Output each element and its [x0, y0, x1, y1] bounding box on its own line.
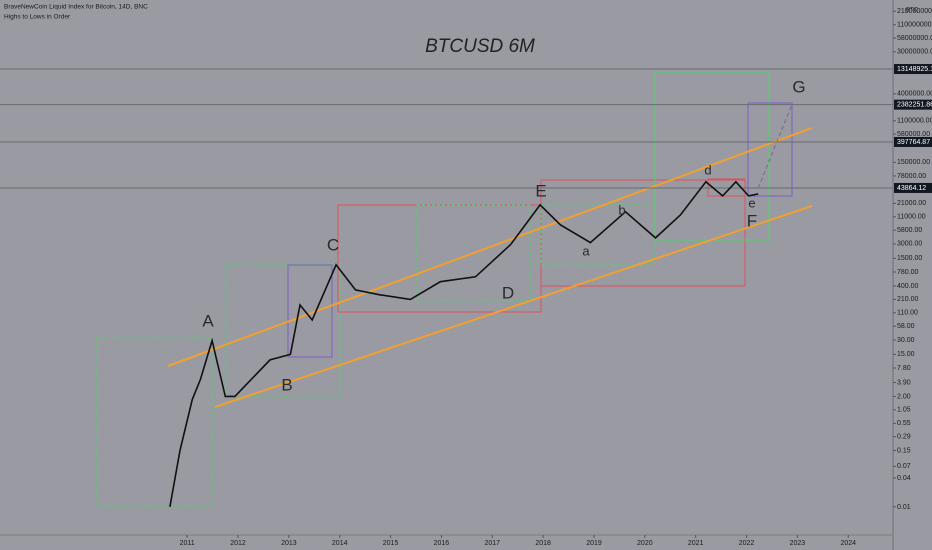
- y-tick-label: 110.00: [897, 310, 918, 317]
- y-tick-label: 0.15: [897, 447, 911, 454]
- wave-label: C: [327, 235, 339, 254]
- price-label: 397764.87: [897, 139, 930, 146]
- y-tick-label: 21000.00: [897, 200, 926, 207]
- x-tick-label: 2014: [332, 540, 348, 547]
- y-tick-label: 1100000.00: [897, 118, 932, 125]
- y-tick-label: 30000000.00: [897, 49, 932, 56]
- forecast-line: [757, 103, 793, 189]
- box: [416, 204, 531, 301]
- y-tick-label: 2.00: [897, 393, 911, 400]
- price-label: 43864.12: [897, 185, 926, 192]
- trend-line: [167, 127, 813, 367]
- y-tick-label: 30.00: [897, 337, 915, 344]
- y-tick-label: 4000000.00: [897, 91, 932, 98]
- x-tick-label: 2021: [688, 540, 704, 547]
- x-tick-label: 2015: [383, 540, 399, 547]
- y-tick-label: 3.90: [897, 379, 911, 386]
- wave-label: a: [582, 243, 590, 258]
- wave-label: B: [281, 375, 292, 394]
- y-tick-label: 58000000.00: [897, 35, 932, 42]
- y-tick-label: 1500.00: [897, 255, 922, 262]
- x-tick-label: 2016: [434, 540, 450, 547]
- y-tick-label: 210.00: [897, 296, 919, 303]
- x-tick-label: 2018: [535, 540, 551, 547]
- price-label-box: [894, 64, 932, 75]
- y-tick-label: 7.80: [897, 365, 911, 372]
- y-tick-label: 110000000.00: [897, 22, 932, 29]
- y-tick-label: 78000.00: [897, 173, 926, 180]
- y-tick-label: 400.00: [897, 283, 919, 290]
- y-tick-label: 1.05: [897, 407, 911, 414]
- y-tick-label: 15.00: [897, 351, 915, 358]
- y-tick-label: 0.04: [897, 475, 911, 482]
- box: [287, 264, 333, 358]
- subtitle: Highs to Lows in Order: [4, 14, 71, 21]
- source-label: BraveNewCoin Liquid Index for Bitcoin, 1…: [4, 4, 148, 11]
- price-label: 13148925.11: [897, 66, 932, 73]
- x-tick-label: 2022: [739, 540, 755, 547]
- y-tick-label: 11000.00: [897, 214, 926, 221]
- x-tick-label: 2012: [230, 540, 246, 547]
- y-tick-label: 0.55: [897, 420, 911, 427]
- y-tick-label: 0.29: [897, 434, 911, 441]
- price-label-box: [894, 136, 932, 147]
- currency-label: BTC: [906, 8, 919, 14]
- wave-label: A: [202, 311, 214, 330]
- trend-line: [214, 205, 813, 408]
- wave-label: b: [618, 202, 625, 217]
- y-tick-label: 210000000.00: [897, 8, 932, 15]
- price-line-series: [169, 180, 759, 508]
- x-tick-label: 2019: [586, 540, 602, 547]
- wave-label: F: [747, 211, 757, 230]
- wave-label: d: [704, 162, 711, 177]
- x-tick-label: 2023: [790, 540, 806, 547]
- y-tick-label: 0.07: [897, 463, 911, 470]
- y-tick-label: 580000.00: [897, 131, 930, 138]
- box: [747, 102, 793, 197]
- price-label: 2382251.86: [897, 101, 932, 108]
- x-tick-label: 2011: [180, 540, 195, 547]
- y-tick-label: 58.00: [897, 323, 915, 330]
- wave-label: E: [535, 181, 546, 200]
- drawings: [96, 71, 813, 507]
- wave-label: G: [792, 77, 805, 96]
- y-tick-label: 3000.00: [897, 241, 922, 248]
- box: [96, 337, 214, 507]
- x-tick-label: 2013: [281, 540, 297, 547]
- wave-label: D: [502, 283, 514, 302]
- price-label-box: [894, 99, 932, 110]
- box: [225, 263, 341, 398]
- x-tick-label: 2024: [840, 540, 856, 547]
- y-tick-label: 0.01: [897, 504, 911, 511]
- wave-label: e: [748, 195, 755, 210]
- box: [540, 204, 656, 266]
- y-tick-label: 780.00: [897, 269, 919, 276]
- y-tick-label: 400000000.00: [897, 0, 932, 2]
- x-tick-label: 2017: [484, 540, 500, 547]
- y-tick-label: 150000.00: [897, 159, 930, 166]
- x-tick-label: 2020: [637, 540, 653, 547]
- chart-title: BTCUSD 6M: [425, 36, 535, 57]
- y-tick-label: 5800.00: [897, 227, 922, 234]
- price-label-box: [894, 182, 932, 193]
